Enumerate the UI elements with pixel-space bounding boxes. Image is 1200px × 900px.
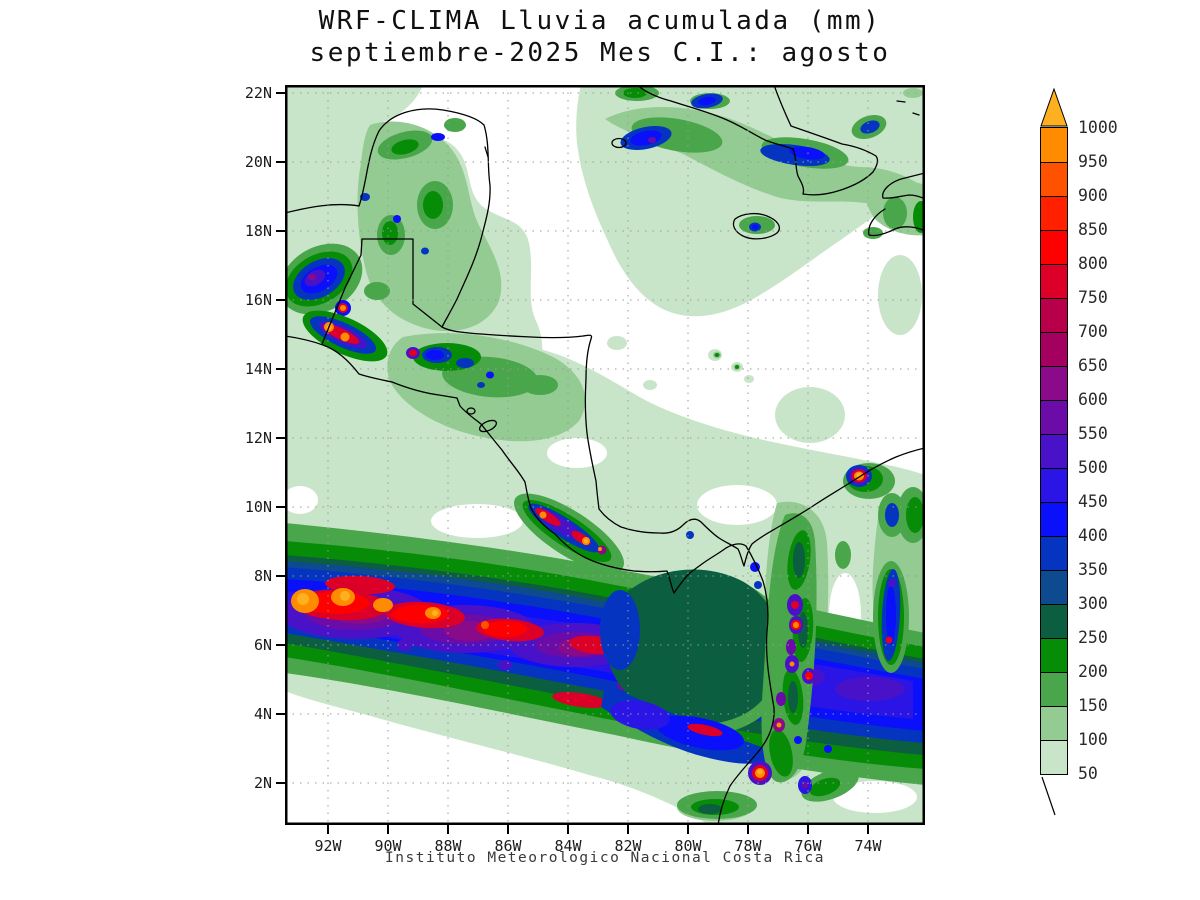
page-subtitle: septiembre-2025 Mes C.I.: agosto [309,38,891,68]
colorbar-segment [1041,230,1067,264]
colorbar-label: 350 [1078,560,1108,579]
lat-tick-label: 12N [244,429,272,447]
precip-fills [279,85,930,825]
colorbar-segment [1041,264,1067,298]
lon-tick-mark [807,825,809,834]
colorbar-arrow-icon [1040,88,1068,127]
lon-tick-mark [687,825,689,834]
map-area [279,84,930,826]
lat-tick-mark [276,575,285,577]
lon-tick-mark [447,825,449,834]
lon-tick-mark [867,825,869,834]
colorbar-segment [1041,366,1067,400]
colorbar-min-slash [1041,776,1056,816]
lat-tick-mark [276,230,285,232]
colorbar-label: 100 [1078,730,1108,749]
lon-tick-mark [567,825,569,834]
lat-tick-label: 8N [253,567,272,585]
lon-tick-label: 78W [734,837,762,855]
lon-tick-label: 82W [614,837,642,855]
colorbar-segment [1041,196,1067,230]
colorbar-segment [1041,128,1067,162]
colorbar-legend: 1000 950 900 850 800 750 700 650 600 550 500 450 400… [1040,88,1160,848]
colorbar-segment [1041,332,1067,366]
source-caption: Instituto Meteorologico Nacional Costa R… [385,850,825,866]
colorbar-label: 550 [1078,424,1108,443]
colorbar-segment [1041,740,1067,774]
colorbar-label: 850 [1078,220,1108,239]
colorbar-label: 1000 [1078,118,1118,137]
lat-tick-label: 14N [244,360,272,378]
lat-tick-label: 10N [244,498,272,516]
lat-tick-mark [276,713,285,715]
lon-tick-mark [387,825,389,834]
lon-tick-label: 74W [854,837,882,855]
lon-tick-label: 76W [794,837,822,855]
page-title: WRF-CLIMA Lluvia acumulada (mm) [318,6,882,36]
colorbar-label: 700 [1078,322,1108,341]
lon-tick-label: 80W [674,837,702,855]
colorbar-scale [1040,127,1068,775]
lon-tick-label: 84W [554,837,582,855]
colorbar-segment [1041,468,1067,502]
colorbar-label: 50 [1078,764,1098,783]
colorbar-segment [1041,672,1067,706]
colorbar-segment [1041,604,1067,638]
colorbar-label: 800 [1078,254,1108,273]
lat-tick-label: 16N [244,291,272,309]
lon-tick-label: 86W [494,837,522,855]
colorbar-label: 250 [1078,628,1108,647]
colorbar-label: 500 [1078,458,1108,477]
lat-tick-label: 4N [253,705,272,723]
colorbar-label: 150 [1078,696,1108,715]
colorbar-segment [1041,502,1067,536]
colorbar-segment [1041,298,1067,332]
map-canvas [279,84,930,826]
colorbar-label: 300 [1078,594,1108,613]
lat-tick-label: 22N [244,84,272,102]
lat-tick-mark [276,368,285,370]
colorbar-label: 450 [1078,492,1108,511]
colorbar-segment [1041,162,1067,196]
lat-tick-mark [276,506,285,508]
lon-tick-mark [507,825,509,834]
colorbar-label: 600 [1078,390,1108,409]
lat-tick-mark [276,437,285,439]
colorbar-segment [1041,570,1067,604]
grid-lines [285,85,925,825]
colorbar-segment [1041,536,1067,570]
lon-tick-label: 90W [374,837,402,855]
lon-tick-label: 92W [314,837,342,855]
colorbar-label: 400 [1078,526,1108,545]
lat-tick-mark [276,782,285,784]
lon-tick-mark [747,825,749,834]
colorbar-label: 900 [1078,186,1108,205]
colorbar-label: 650 [1078,356,1108,375]
lat-tick-label: 18N [244,222,272,240]
colorbar-label: 200 [1078,662,1108,681]
colorbar-segment [1041,638,1067,672]
colorbar-label: 950 [1078,152,1108,171]
lat-tick-mark [276,161,285,163]
lat-tick-mark [276,299,285,301]
lon-tick-mark [627,825,629,834]
lat-tick-label: 6N [253,636,272,654]
colorbar-label: 750 [1078,288,1108,307]
lat-tick-label: 20N [244,153,272,171]
colorbar-segment [1041,706,1067,740]
lon-tick-label: 88W [434,837,462,855]
map-frame [285,85,925,825]
colorbar-segment [1041,400,1067,434]
lat-tick-mark [276,92,285,94]
colorbar-segment [1041,434,1067,468]
lat-tick-label: 2N [253,774,272,792]
lat-tick-mark [276,644,285,646]
lon-tick-mark [327,825,329,834]
